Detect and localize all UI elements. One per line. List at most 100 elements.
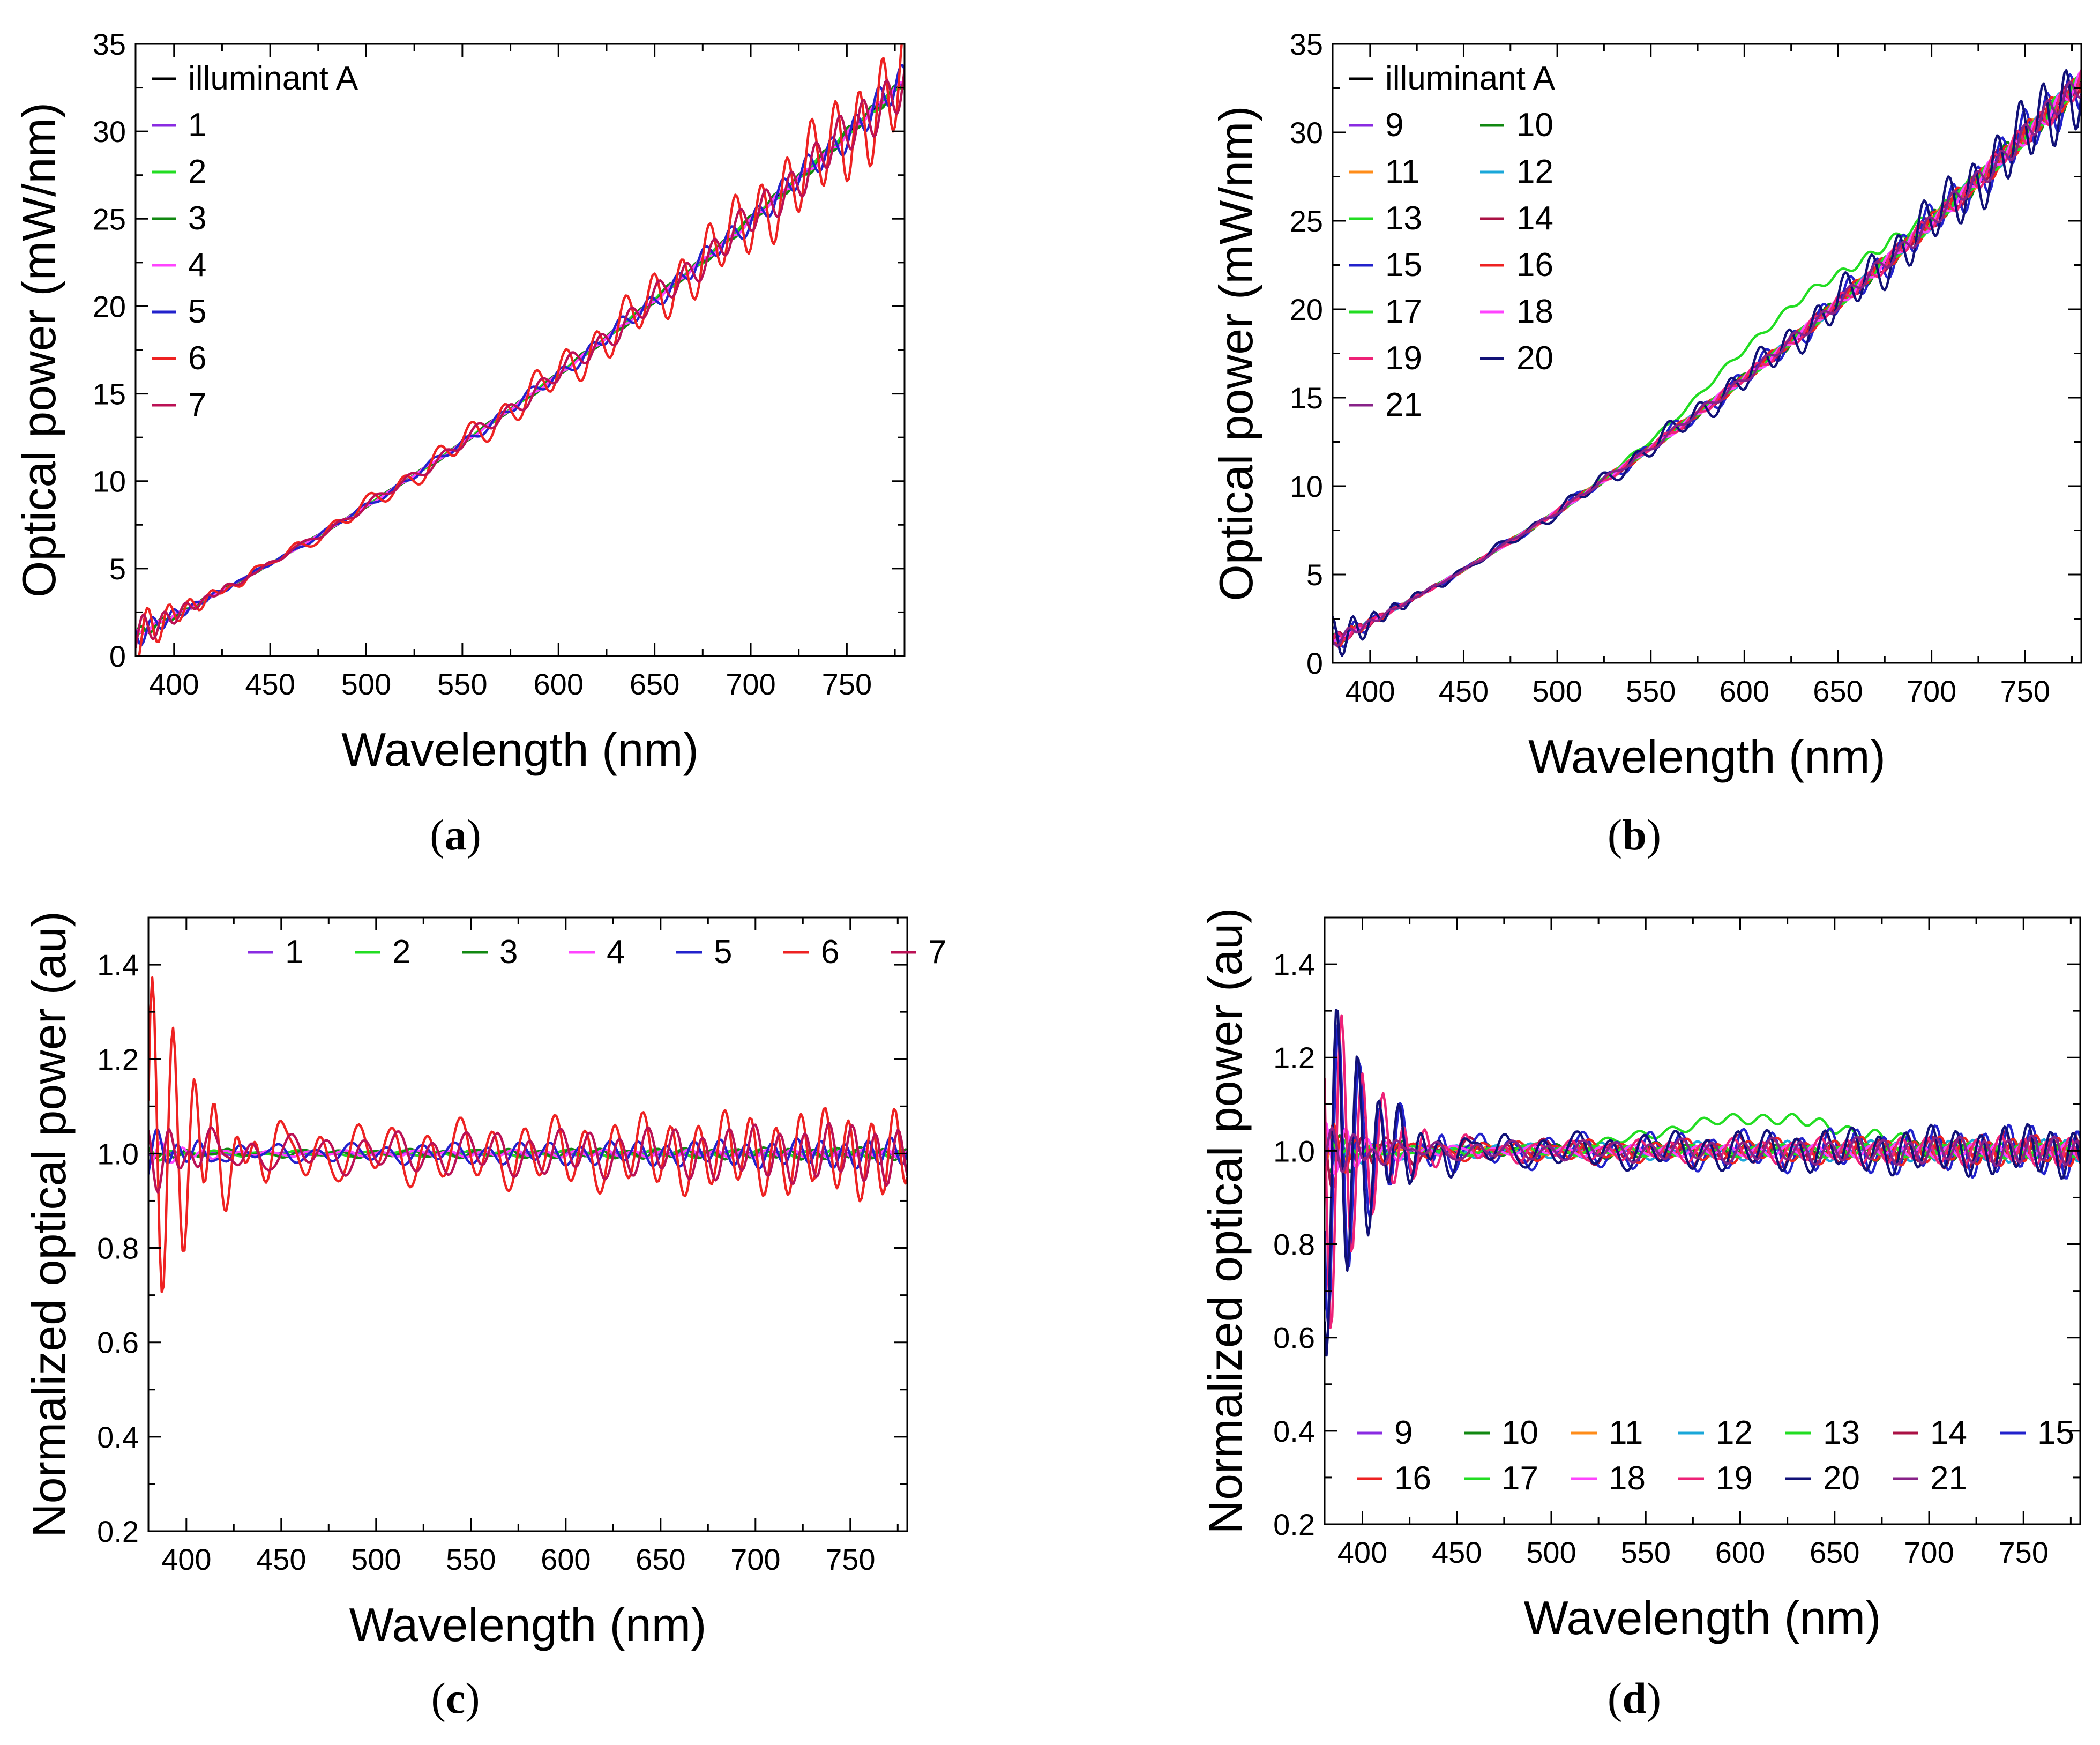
legend-label: 10 [1516, 107, 1553, 144]
x-tick-label: 450 [256, 1542, 306, 1576]
x-axis-title: Wavelength (nm) [341, 723, 699, 776]
plot-area [1325, 1009, 2080, 1357]
y-tick-label: 10 [1290, 469, 1323, 503]
panel-d-chart: 400 450 500 550 600 650 700 750 0.2 0.4 0.6 0.8 1.0 1… [1199, 908, 2081, 1722]
series-line-9 [1333, 83, 2081, 643]
legend-label: illuminant A [188, 60, 358, 97]
x-tick-label: 750 [825, 1542, 875, 1576]
y-tick-label: 0.4 [97, 1420, 139, 1454]
y-tick-label: 15 [93, 377, 126, 411]
legend-label: 20 [1823, 1460, 1860, 1497]
x-tick-label: 600 [1715, 1535, 1765, 1569]
series-line-16 [1333, 78, 2081, 648]
series-line-6 [148, 976, 907, 1293]
x-tick-label: 450 [245, 667, 295, 701]
legend-label: 4 [188, 247, 206, 284]
plot-area [148, 976, 907, 1293]
legend: 9 10 11 12 13 14 15 16 17 18 19 20 21 [1357, 1414, 2074, 1497]
x-tick-label: 400 [1345, 674, 1395, 708]
plot-frame [1324, 916, 2081, 1525]
series-line-18 [1333, 70, 2081, 643]
legend-label: 21 [1930, 1460, 1967, 1497]
y-tick-label: 1.0 [97, 1137, 139, 1170]
x-tick-label: 700 [1907, 674, 1956, 708]
legend-label: 19 [1716, 1460, 1753, 1497]
y-axis-title: Optical power (mW/nm) [12, 102, 65, 598]
legend-label: 15 [2037, 1414, 2074, 1451]
legend-label: 7 [928, 934, 946, 971]
legend-label: 18 [1609, 1460, 1646, 1497]
y-tick-label: 1.2 [97, 1042, 139, 1076]
legend-label: 21 [1385, 386, 1422, 423]
y-tick-label: 30 [93, 115, 126, 148]
series-line-5 [136, 64, 905, 646]
x-tick-label: 550 [446, 1542, 496, 1576]
legend-label: 17 [1385, 293, 1422, 330]
x-tick-label: 500 [351, 1542, 401, 1576]
legend-label: 9 [1385, 107, 1403, 144]
series-line-7 [148, 1122, 907, 1194]
x-tick-label: 550 [1621, 1535, 1671, 1569]
y-tick-label: 1.4 [97, 948, 139, 982]
y-tick-label: 1.4 [1273, 948, 1315, 981]
legend-label: 20 [1516, 340, 1553, 377]
x-tick-label: 500 [1532, 674, 1582, 708]
legend-label: 12 [1716, 1414, 1753, 1451]
panel-label: (b) [1608, 810, 1661, 859]
series-line-17 [1333, 75, 2081, 643]
panel-c-chart: 400 450 500 550 600 650 700 750 0.2 0.4 0.6 0.8 1.0 1… [23, 911, 946, 1722]
series-line-10 [1333, 77, 2081, 643]
y-tick-label: 1.0 [1273, 1134, 1315, 1168]
panel-label: (d) [1608, 1674, 1661, 1722]
x-axis-title: Wavelength (nm) [1524, 1591, 1881, 1644]
series-line-21 [1325, 1126, 2080, 1173]
y-tick-label: 35 [93, 27, 126, 61]
legend-label: 6 [188, 340, 206, 377]
legend-label: 1 [285, 934, 303, 971]
y-tick-label: 0.6 [1273, 1321, 1315, 1355]
y-tick-label: 0.6 [97, 1326, 139, 1360]
series-line-21 [1333, 80, 2081, 647]
series-line-20 [1333, 69, 2081, 657]
y-tick-label: 35 [1290, 27, 1323, 61]
x-axis-title: Wavelength (nm) [349, 1598, 707, 1651]
legend-label: 3 [188, 200, 206, 237]
x-axis-title: Wavelength (nm) [1528, 730, 1886, 783]
x-tick-label: 750 [2000, 674, 2050, 708]
legend-label: 3 [499, 934, 518, 971]
legend: 1 2 3 4 5 6 7 [248, 934, 946, 971]
y-axis-title: Optical power (mW/nm) [1209, 106, 1262, 601]
x-tick-label: 600 [541, 1542, 591, 1576]
series-line-12 [1333, 72, 2081, 646]
y-tick-label: 0 [1306, 646, 1323, 680]
legend: illuminant A 9 10 11 12 13 14 15 16 17 18 19 20 21 [1349, 60, 1556, 423]
plot-area [1333, 69, 2081, 657]
y-tick-label: 0.4 [1273, 1414, 1315, 1448]
legend-label: 9 [1394, 1414, 1413, 1451]
panel-label: (a) [430, 810, 481, 859]
y-tick-label: 0.8 [97, 1232, 139, 1265]
x-tick-label: 400 [161, 1542, 211, 1576]
x-tick-label: 750 [822, 667, 872, 701]
y-tick-label: 25 [1290, 204, 1323, 238]
y-tick-label: 30 [1290, 116, 1323, 150]
y-tick-label: 5 [1306, 558, 1323, 592]
y-tick-label: 0.2 [1273, 1508, 1315, 1541]
x-tick-label: 650 [630, 667, 679, 701]
series-line-16 [1325, 1123, 2080, 1174]
legend-label: 18 [1516, 293, 1553, 330]
plot-frame [1332, 43, 2082, 664]
series-line-14 [1333, 81, 2081, 645]
x-tick-label: 450 [1432, 1535, 1482, 1569]
x-tick-label: 650 [1810, 1535, 1859, 1569]
panel-label: (c) [431, 1674, 480, 1722]
plot-area [136, 44, 905, 656]
y-axis-title: Normalized optical power (au) [1199, 908, 1252, 1534]
legend-label: 10 [1501, 1414, 1538, 1451]
legend-label: 2 [392, 934, 410, 971]
x-tick-label: 550 [437, 667, 487, 701]
legend-label: 6 [821, 934, 839, 971]
legend-label: 13 [1823, 1414, 1860, 1451]
x-tick-label: 650 [1813, 674, 1863, 708]
legend-label: 19 [1385, 340, 1422, 377]
